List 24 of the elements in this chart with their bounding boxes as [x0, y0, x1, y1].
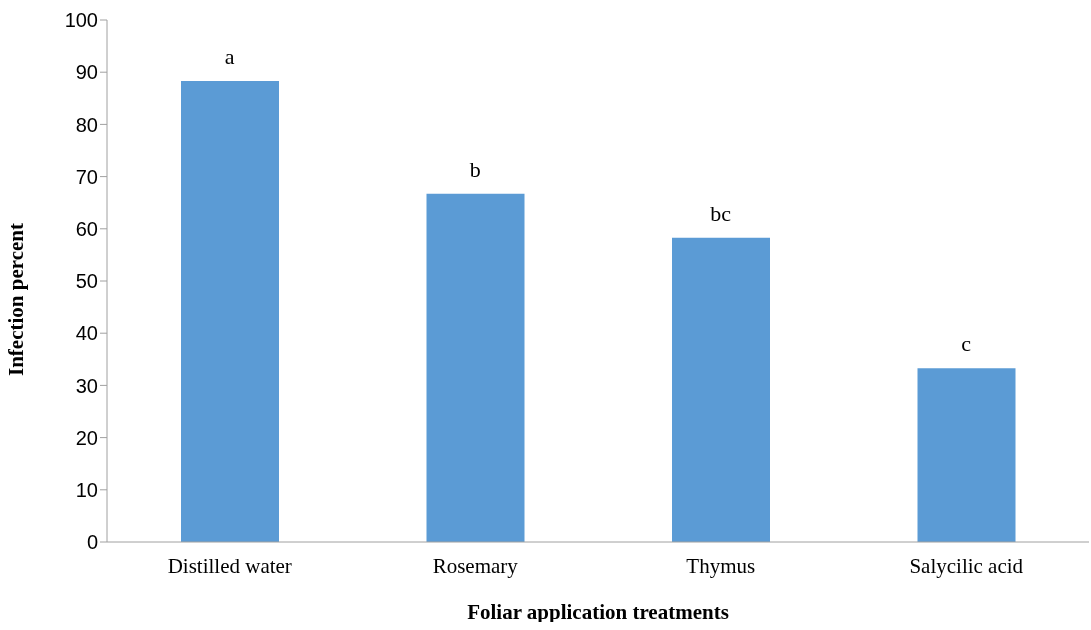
y-tick-label: 80	[75, 113, 98, 136]
bar	[672, 237, 770, 542]
y-tick-label: 60	[75, 217, 98, 240]
x-tick-label: Thymus	[686, 553, 756, 578]
y-tick-label: 70	[75, 165, 98, 188]
bar	[917, 368, 1016, 542]
y-tick-label: 40	[75, 322, 98, 345]
x-tick-label: Rosemary	[432, 553, 519, 578]
x-tick-label: Distilled water	[167, 553, 292, 578]
y-tick-label: 50	[75, 270, 98, 293]
x-tick-label: Salycilic acid	[909, 553, 1024, 578]
bar	[426, 193, 525, 542]
bar	[181, 81, 279, 542]
y-tick-label: 10	[75, 478, 98, 501]
y-tick-label: 100	[64, 9, 98, 32]
annotation: a	[224, 44, 235, 70]
annotation: c	[961, 331, 972, 357]
annotation: b	[469, 156, 481, 182]
y-axis-title: Infection percent	[4, 222, 29, 376]
y-tick-label: 90	[75, 61, 98, 84]
y-tick-label: 20	[75, 426, 98, 449]
y-tick-label: 30	[75, 374, 98, 397]
y-tick-label: 0	[86, 531, 98, 554]
annotation: bc	[710, 200, 732, 226]
